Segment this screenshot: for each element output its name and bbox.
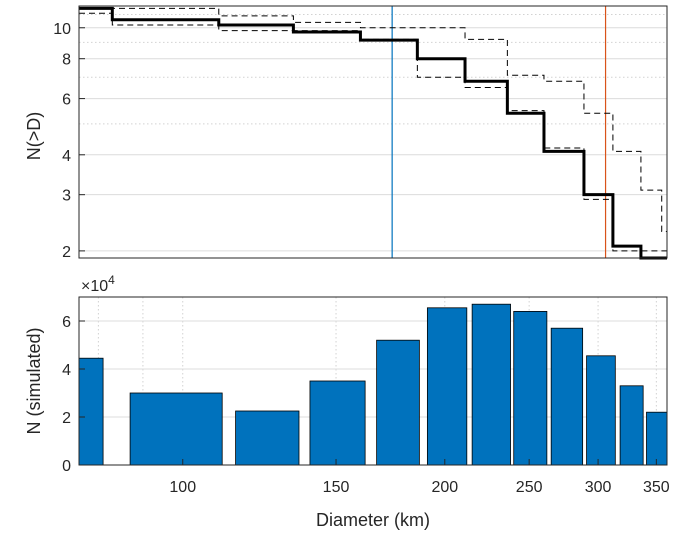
bottom-y-ticks: 0 2 4 6	[62, 314, 85, 475]
lower-bound-line	[79, 12, 668, 258]
x-axis-label: Diameter (km)	[316, 510, 430, 530]
top-y-ticks: 2 3 4 6 8 10	[53, 21, 85, 261]
x-tick-label: 200	[431, 479, 458, 496]
bar	[619, 385, 644, 466]
x-tick-label: 250	[516, 479, 543, 496]
bottom-y-axis-label: N (simulated)	[24, 327, 44, 434]
bar	[235, 410, 300, 466]
cumulative-count-line	[79, 6, 667, 260]
top-y-tick-label: 2	[62, 244, 71, 261]
x-tick-label: 150	[323, 479, 350, 496]
bar	[586, 355, 616, 466]
bottom-y-tick-label: 4	[62, 362, 71, 379]
y-exponent-label: ×104	[81, 273, 115, 295]
top-axes-frame	[78, 5, 668, 259]
cumulative-series	[79, 6, 668, 260]
top-y-tick-label: 10	[53, 21, 71, 38]
simulated-bars	[78, 303, 668, 466]
bar	[513, 310, 548, 466]
reference-lines	[391, 6, 607, 258]
bar	[309, 380, 366, 466]
bottom-y-tick-label: 0	[62, 458, 71, 475]
bottom-y-tick-label: 6	[62, 314, 71, 331]
top-y-tick-label: 6	[62, 92, 71, 109]
bottom-y-tick-label: 2	[62, 410, 71, 427]
bar	[129, 392, 223, 466]
bottom-x-ticks: 100 150 200 250 300 350	[169, 459, 670, 496]
top-grid	[79, 14, 667, 252]
y-exponent-base: ×10	[81, 278, 108, 295]
bar	[550, 327, 584, 466]
bar	[78, 357, 104, 466]
top-y-tick-label: 8	[62, 52, 71, 69]
x-tick-label: 350	[643, 479, 670, 496]
top-y-tick-label: 3	[62, 188, 71, 205]
top-y-tick-label: 4	[62, 148, 71, 165]
bar	[426, 307, 468, 466]
bar	[471, 303, 511, 466]
bar	[376, 339, 420, 466]
x-tick-label: 100	[169, 479, 196, 496]
top-y-axis-label: N(>D)	[24, 112, 44, 161]
y-exponent-power: 4	[108, 273, 115, 287]
bottom-axes-frame	[78, 296, 668, 466]
x-tick-label: 300	[585, 479, 612, 496]
bar	[646, 411, 668, 466]
top-cumulative-count-panel: 2 3 4 6 8 10 N(>D)	[24, 5, 668, 261]
upper-bound-line	[79, 7, 667, 233]
